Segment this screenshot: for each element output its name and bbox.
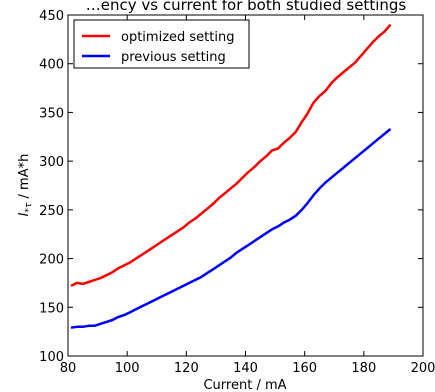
x-tick-label: 200 <box>411 361 435 376</box>
legend-label: previous setting <box>121 50 226 65</box>
y-tick-label: 350 <box>39 106 64 121</box>
y-axis-label: I*τ / mA*h <box>17 154 34 217</box>
x-tick-label: 100 <box>115 361 140 376</box>
y-tick-label: 100 <box>39 350 64 365</box>
y-tick-label: 200 <box>39 253 64 268</box>
x-tick-label: 160 <box>292 361 317 376</box>
x-axis: 80 100 120 140 160 180 200 <box>60 15 435 376</box>
series-lines <box>70 23 392 329</box>
x-axis-label: Current / mA <box>203 378 286 392</box>
y-tick-label: 300 <box>39 155 64 170</box>
legend: optimized setting previous setting <box>73 19 250 69</box>
y-tick-label: 150 <box>39 301 64 316</box>
series-line-previous-setting <box>70 128 392 329</box>
y-axis-label-unit: / mA*h <box>17 154 32 203</box>
x-tick-label: 120 <box>174 361 199 376</box>
y-tick-label: 250 <box>39 204 64 219</box>
x-tick-label: 80 <box>60 361 77 376</box>
chart-title: …ency vs current for both studied settin… <box>86 0 407 14</box>
x-tick-label: 140 <box>233 361 258 376</box>
y-tick-label: 400 <box>39 58 64 73</box>
legend-label: optimized setting <box>121 30 234 45</box>
y-axis-label-symbol: I <box>17 212 32 216</box>
y-axis-label-subscript: *τ <box>24 202 34 213</box>
series-line-optimized-setting <box>70 23 392 288</box>
y-axis: 100 150 200 250 300 350 400 450 <box>39 9 423 365</box>
y-tick-label: 450 <box>39 9 64 24</box>
x-tick-label: 180 <box>351 361 376 376</box>
legend-box <box>73 19 250 69</box>
